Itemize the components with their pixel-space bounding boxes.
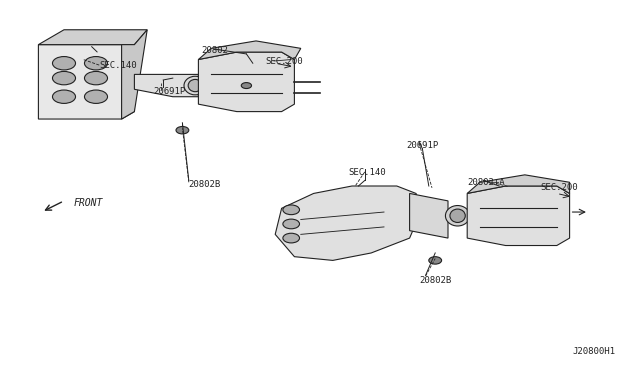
Ellipse shape: [184, 76, 206, 95]
Text: SEC.200: SEC.200: [266, 57, 303, 66]
Text: SEC.140: SEC.140: [99, 61, 137, 70]
Circle shape: [283, 219, 300, 229]
Text: 20691P: 20691P: [154, 87, 186, 96]
Text: 20802B: 20802B: [419, 276, 451, 285]
Text: J20800H1: J20800H1: [573, 347, 616, 356]
Polygon shape: [467, 175, 570, 193]
Text: SEC.200: SEC.200: [541, 183, 579, 192]
Ellipse shape: [445, 205, 470, 226]
Polygon shape: [122, 30, 147, 119]
Circle shape: [84, 57, 108, 70]
Circle shape: [52, 57, 76, 70]
Ellipse shape: [450, 209, 465, 222]
Polygon shape: [198, 41, 301, 60]
Ellipse shape: [188, 80, 202, 92]
Text: 20691P: 20691P: [406, 141, 438, 150]
Circle shape: [429, 257, 442, 264]
Circle shape: [283, 233, 300, 243]
Circle shape: [52, 71, 76, 85]
Text: 20802: 20802: [202, 46, 228, 55]
Circle shape: [52, 90, 76, 103]
Circle shape: [176, 126, 189, 134]
Polygon shape: [198, 52, 294, 112]
Polygon shape: [38, 45, 134, 119]
Text: SEC.140: SEC.140: [349, 169, 387, 177]
Circle shape: [241, 83, 252, 89]
Polygon shape: [410, 193, 448, 238]
Polygon shape: [275, 186, 422, 260]
Circle shape: [84, 71, 108, 85]
Circle shape: [84, 90, 108, 103]
Text: FRONT: FRONT: [74, 198, 103, 208]
Polygon shape: [38, 30, 147, 45]
Text: 20802+A: 20802+A: [467, 178, 505, 187]
Polygon shape: [467, 186, 570, 246]
Circle shape: [283, 205, 300, 215]
Text: 20802B: 20802B: [189, 180, 221, 189]
Polygon shape: [134, 74, 198, 97]
